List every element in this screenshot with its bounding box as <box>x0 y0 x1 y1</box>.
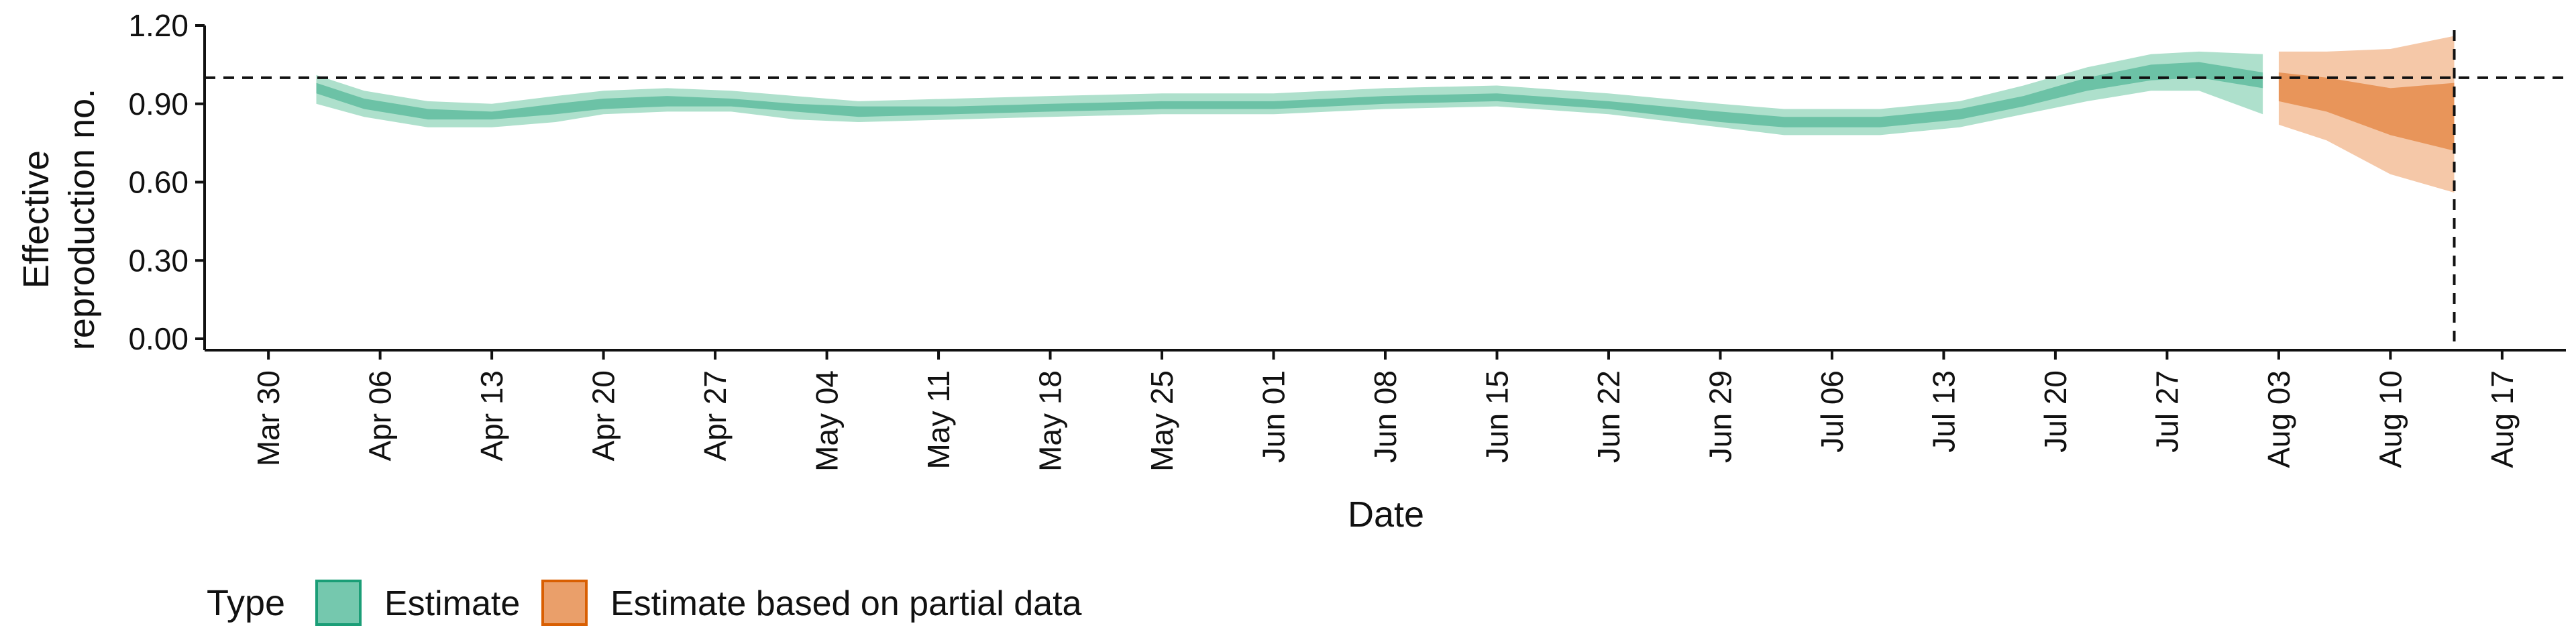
legend-key-estimate <box>315 580 362 626</box>
x-tick-label: May 04 <box>810 370 845 472</box>
band-50-estimate <box>316 62 2263 127</box>
legend-label-estimate: Estimate <box>384 584 520 623</box>
y-tick-label: 0.90 <box>128 87 189 121</box>
x-axis-title: Date <box>1348 494 1424 535</box>
x-tick-label: May 25 <box>1144 370 1179 472</box>
x-tick-label: Jun 15 <box>1480 370 1515 463</box>
x-tick-label: Jun 08 <box>1368 370 1403 463</box>
legend-key-partial <box>541 580 588 626</box>
y-tick-label: 0.30 <box>128 243 189 278</box>
x-tick-label: Jun 01 <box>1256 370 1291 463</box>
legend-label-partial: Estimate based on partial data <box>610 584 1082 623</box>
band-90-estimate <box>316 51 2263 136</box>
x-tick-label: Jul 27 <box>2149 370 2184 453</box>
y-tick-label: 0.60 <box>128 165 189 200</box>
x-tick-label: Mar 30 <box>251 370 286 466</box>
y-tick-label: 0.00 <box>128 321 189 356</box>
x-tick-label: Jun 29 <box>1703 370 1738 463</box>
y-axis-title-line-1: Effective <box>16 150 56 288</box>
x-tick-label: Aug 10 <box>2373 370 2408 468</box>
x-tick-label: Aug 17 <box>2485 370 2520 468</box>
legend: Type Estimate Estimate based on partial … <box>207 580 1082 626</box>
x-tick-label: Jun 22 <box>1591 370 1626 463</box>
x-tick-label: May 11 <box>921 370 956 469</box>
x-tick-label: Jul 20 <box>2038 370 2073 453</box>
x-tick-label: Jul 13 <box>1926 370 1961 453</box>
band-50-partial <box>2278 72 2455 151</box>
x-tick-label: Apr 13 <box>474 370 509 462</box>
plot-panel <box>205 30 2566 350</box>
x-tick-label: Apr 27 <box>698 370 733 462</box>
x-tick-label: Aug 03 <box>2261 370 2296 468</box>
axes: 0.00 0.30 0.60 0.90 1.20 Mar 30 Apr 06 Apr 13 Ap… <box>128 8 2566 472</box>
legend-title: Type <box>207 583 285 623</box>
x-tick-label: Jul 06 <box>1815 370 1849 453</box>
y-tick-label: 1.20 <box>128 8 189 43</box>
y-axis-title-line-2: reproduction no. <box>62 89 102 350</box>
x-tick-label: Apr 20 <box>586 370 621 462</box>
x-tick-label: May 18 <box>1033 370 1068 472</box>
x-tick-label: Apr 06 <box>363 370 398 462</box>
